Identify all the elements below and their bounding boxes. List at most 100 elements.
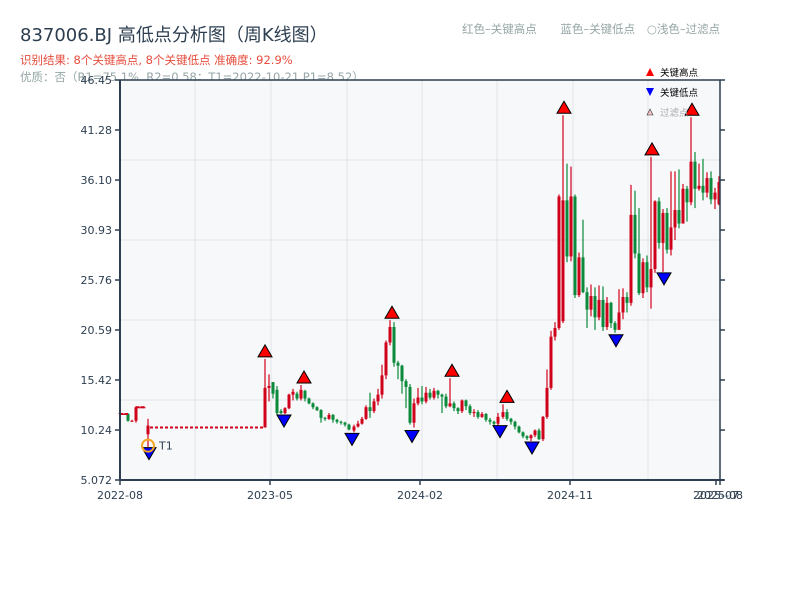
candle-body — [468, 406, 472, 414]
candle-body — [295, 393, 299, 399]
key-high-marker — [384, 305, 400, 319]
candle-body — [629, 214, 633, 303]
candle-body — [456, 408, 460, 412]
legend-filtered-label: 过滤点 — [660, 107, 689, 119]
candle-body — [380, 375, 384, 395]
color-hint-legend: 红色–关键高点 蓝色–关键低点 ○浅色–过滤点 — [462, 21, 740, 37]
candle-body — [561, 200, 565, 322]
candle-body — [669, 227, 673, 250]
candle-body — [396, 362, 400, 366]
candle-body — [492, 421, 496, 424]
candle-body — [717, 181, 721, 205]
candle-body — [625, 297, 629, 303]
x-tick-label: 2024-02 — [397, 489, 443, 502]
key-low-marker — [492, 425, 508, 439]
candle-body — [605, 302, 609, 327]
key-high-marker — [444, 363, 460, 377]
gridlines — [120, 80, 720, 480]
key-high-marker — [499, 389, 515, 403]
candle-body — [352, 426, 356, 431]
y-tick-label: 25.76 — [81, 274, 113, 287]
key-low-marker — [656, 272, 672, 286]
candle-body — [529, 435, 533, 439]
candle-body — [130, 420, 134, 422]
y-tick-label: 36.10 — [81, 174, 113, 187]
candle-body — [291, 391, 295, 395]
candle-body — [685, 188, 689, 203]
candle-body — [432, 390, 436, 398]
x-tick-label: 2025-07 — [693, 489, 739, 502]
candle-body — [693, 161, 697, 189]
candle-body — [372, 401, 376, 412]
candle-body — [653, 201, 657, 269]
candle-body — [364, 407, 368, 419]
candle-body — [271, 382, 275, 394]
candle-body — [460, 400, 464, 412]
key-high-marker — [257, 343, 273, 358]
candle-body — [412, 403, 416, 423]
candle-body — [645, 262, 649, 288]
candle-body — [472, 412, 476, 414]
y-tick-label: 30.93 — [81, 224, 113, 237]
y-tick-label: 15.42 — [81, 374, 113, 387]
key-low-marker — [608, 334, 624, 348]
y-tick-label: 20.59 — [81, 324, 113, 337]
candle-body — [577, 257, 581, 296]
candle-body — [356, 423, 360, 427]
candle-body — [424, 392, 428, 402]
candle-body — [557, 196, 561, 328]
candle-body — [448, 403, 452, 407]
x-tick-label: 2025-08 — [697, 489, 743, 502]
candle-body — [569, 196, 573, 257]
candle-body — [335, 419, 339, 422]
candle-body — [689, 161, 693, 203]
candle-body — [697, 185, 701, 189]
candle-body — [408, 386, 412, 423]
candle-body — [533, 430, 537, 436]
x-tick-label: 2023-05 — [247, 489, 293, 502]
candle-body — [709, 178, 713, 200]
y-tick-label: 10.24 — [81, 424, 113, 437]
candle-body — [319, 410, 323, 418]
candle-body — [601, 299, 605, 327]
key-point-markers: T1 — [141, 100, 700, 461]
candle-body — [633, 214, 637, 254]
t1-label: T1 — [158, 440, 173, 453]
candle-body — [331, 414, 335, 420]
axes: 46.45 41.28 36.10 30.93 25.76 20.59 15.42 10.24… — [81, 74, 743, 502]
candle-body — [416, 397, 420, 404]
candle-body — [476, 412, 480, 417]
candle-body — [705, 178, 709, 193]
candle-body — [138, 407, 142, 409]
candle-body — [126, 413, 130, 421]
x-tick-label: 2024-11 — [547, 489, 593, 502]
candle-body — [436, 390, 440, 395]
candle-body — [657, 201, 661, 243]
candle-body — [617, 312, 621, 330]
candle-body — [501, 412, 505, 417]
candle-body — [464, 400, 468, 407]
hint-light-filtered: ○浅色–过滤点 — [646, 22, 721, 36]
key-high-marker — [556, 100, 572, 114]
candle-body — [428, 392, 432, 398]
candle-body — [134, 407, 138, 421]
hint-blue-low: 蓝色–关键低点 — [560, 22, 636, 36]
candle-body — [621, 297, 625, 313]
candle-body — [275, 389, 279, 414]
candle-body — [713, 192, 717, 200]
t1-ring — [141, 438, 155, 453]
candle-body — [420, 397, 424, 402]
candle-body — [593, 296, 597, 318]
candle-body — [509, 418, 513, 422]
candle-body — [496, 416, 500, 424]
legend-high-label: 关键高点 — [660, 67, 699, 79]
candle-body — [323, 417, 327, 419]
candle-body — [327, 414, 331, 419]
candle-body — [553, 327, 557, 337]
suspension-dotted-line — [120, 406, 264, 429]
candle-body — [299, 389, 303, 399]
candle-body — [347, 424, 351, 430]
candle-body — [392, 326, 396, 363]
